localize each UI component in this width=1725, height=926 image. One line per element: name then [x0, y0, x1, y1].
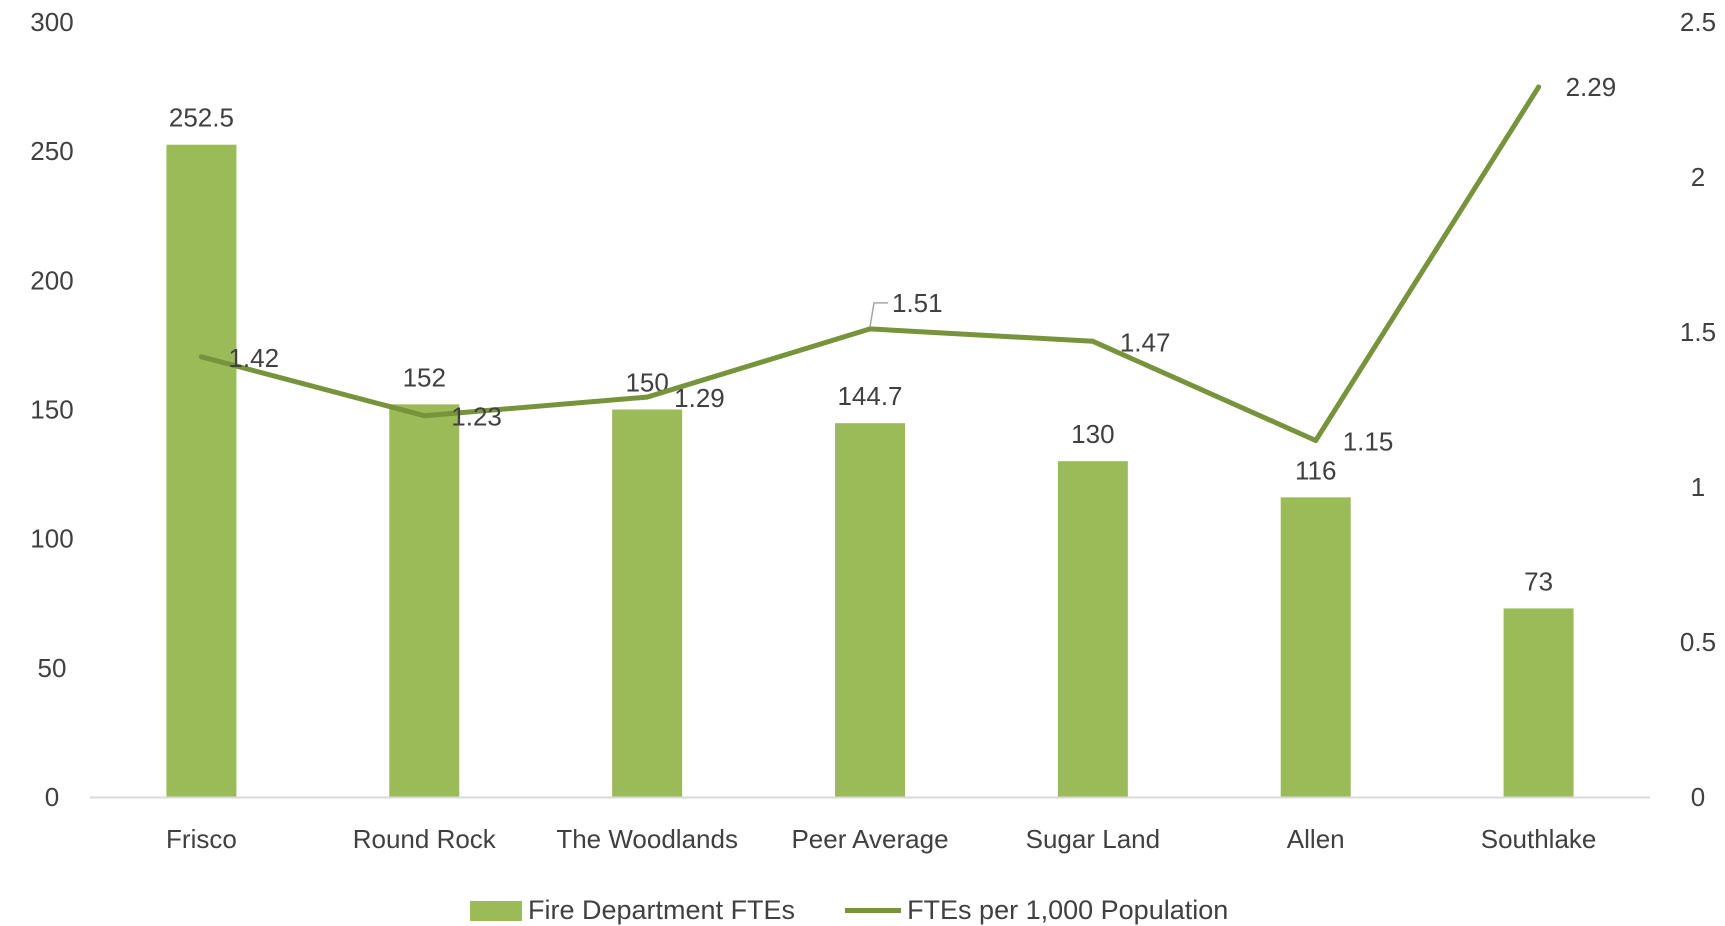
y-right-tick-label: 1: [1691, 472, 1705, 502]
bar-frisco: [166, 144, 237, 798]
line-point: [198, 354, 204, 360]
x-tick-label: Peer Average: [791, 824, 948, 854]
line-data-label: 1.15: [1343, 427, 1394, 457]
y-right-tick-label: 2: [1691, 162, 1705, 192]
y-right-tick-label: 0: [1691, 782, 1705, 812]
line-data-label: 1.42: [228, 343, 279, 373]
line-data-label: 1.47: [1120, 327, 1171, 357]
line-point: [1313, 438, 1319, 443]
bar-the-woodlands: [612, 409, 683, 797]
legend: Fire Department FTEs FTEs per 1,000 Popu…: [470, 895, 1278, 926]
bar-data-label: 144.7: [837, 381, 902, 411]
line-data-label: 2.29: [1566, 72, 1617, 102]
bar-peer-average: [835, 423, 905, 797]
bar-data-label: 130: [1071, 419, 1114, 449]
x-tick-label: Frisco: [166, 824, 237, 854]
y-left-tick-label: 0: [45, 782, 59, 812]
y-left-tick-label: 100: [30, 524, 73, 554]
y-left-tick-label: 300: [30, 7, 73, 37]
legend-label-line: FTEs per 1,000 Population: [907, 895, 1229, 925]
bar-round-rock: [389, 404, 460, 797]
y-left-tick-label: 150: [30, 395, 73, 425]
y-right-tick-label: 1.5: [1680, 317, 1716, 347]
x-tick-label: Allen: [1287, 824, 1345, 854]
legend-item-bars: Fire Department FTEs: [470, 895, 795, 926]
legend-label-bars: Fire Department FTEs: [528, 895, 796, 925]
line-point: [421, 413, 427, 419]
line-point: [644, 394, 650, 400]
legend-swatch-line: [845, 908, 902, 913]
bar-data-label: 152: [403, 362, 446, 392]
x-tick-label: Sugar Land: [1026, 824, 1160, 854]
bar-southlake: [1503, 608, 1574, 797]
legend-item-line: FTEs per 1,000 Population: [845, 895, 1228, 926]
line-point: [1536, 84, 1542, 90]
line-data-label: 1.29: [674, 383, 725, 413]
legend-swatch-bars: [470, 900, 522, 921]
line-label-leader: [869, 302, 888, 328]
bar-sugar-land: [1057, 461, 1128, 797]
line-data-label: 1.23: [451, 402, 502, 432]
x-tick-label: Southlake: [1481, 824, 1597, 854]
y-left-tick-label: 50: [38, 653, 67, 683]
y-right-tick-label: 2.5: [1680, 7, 1716, 37]
bar-data-label: 252.5: [169, 103, 234, 133]
line-data-label: 1.51: [892, 288, 943, 318]
y-left-tick-label: 200: [30, 265, 73, 295]
line-point: [867, 326, 873, 332]
line-point: [1090, 338, 1096, 344]
bar-allen: [1280, 497, 1351, 797]
x-tick-label: Round Rock: [353, 824, 497, 854]
y-right-tick-label: 0.5: [1680, 627, 1716, 657]
y-left-tick-label: 250: [30, 136, 73, 166]
x-tick-label: The Woodlands: [556, 824, 738, 854]
bar-data-label: 116: [1295, 455, 1336, 485]
bar-data-label: 73: [1524, 566, 1553, 596]
